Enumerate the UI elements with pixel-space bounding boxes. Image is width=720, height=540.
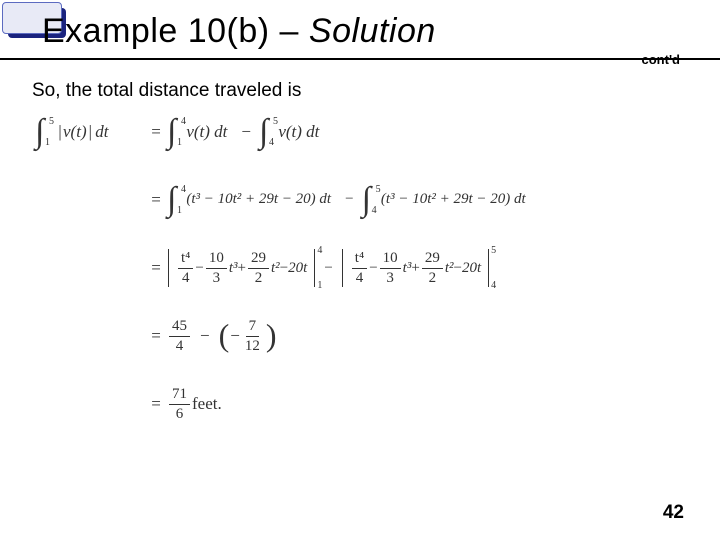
title-underline: [0, 58, 720, 60]
title-plain: Example 10(b) –: [42, 12, 309, 50]
int-lower: 1: [45, 139, 50, 146]
int-upper: 5: [49, 118, 54, 125]
math-line-5: = 716 feet.: [35, 382, 675, 426]
integral-icon: ∫ 5 4: [259, 120, 268, 144]
integral-icon: ∫ 5 4: [362, 188, 371, 212]
math-line-4: = 454 − ( − 712 ): [35, 314, 675, 358]
integral-icon: ∫ 4 1: [167, 120, 176, 144]
minus: −: [345, 191, 353, 208]
page-number: 42: [663, 502, 684, 524]
polynomial: (t³ − 10t² + 29t − 20) dt: [381, 191, 526, 208]
title-italic: Solution: [309, 12, 436, 50]
abs-integrand: v(t): [54, 122, 95, 142]
equals: =: [145, 326, 167, 346]
integrand: v(t) dt: [186, 122, 227, 142]
math-line-2: = ∫ 4 1 (t³ − 10t² + 29t − 20) dt − ∫ 5 …: [35, 178, 675, 222]
integrand: v(t) dt: [278, 122, 319, 142]
polynomial: (t³ − 10t² + 29t − 20) dt: [186, 191, 331, 208]
rparen-icon: ): [265, 323, 278, 349]
equals: =: [145, 258, 167, 278]
equals: =: [145, 394, 167, 414]
dt: dt: [95, 122, 108, 142]
math-line-3: = t⁴4 − 103 t³ + 292 t² − 20t 4 1 −: [35, 246, 675, 290]
lparen-icon: (: [218, 323, 231, 349]
minus: −: [200, 326, 210, 346]
integral-icon: ∫ 4 1: [167, 188, 176, 212]
slide-title: Example 10(b) – Solution: [42, 12, 436, 51]
minus: −: [241, 122, 251, 142]
equals: =: [145, 122, 167, 142]
equals: =: [145, 190, 167, 210]
math-area: ∫ 5 1 v(t) dt = ∫ 4 1 v(t) dt − ∫ 5: [35, 110, 675, 450]
result-units: feet.: [192, 394, 222, 414]
minus: −: [324, 260, 332, 277]
math-line-1: ∫ 5 1 v(t) dt = ∫ 4 1 v(t) dt − ∫ 5: [35, 110, 675, 154]
integral-icon: ∫ 5 1: [35, 120, 44, 144]
body-text: So, the total distance traveled is: [32, 80, 301, 102]
